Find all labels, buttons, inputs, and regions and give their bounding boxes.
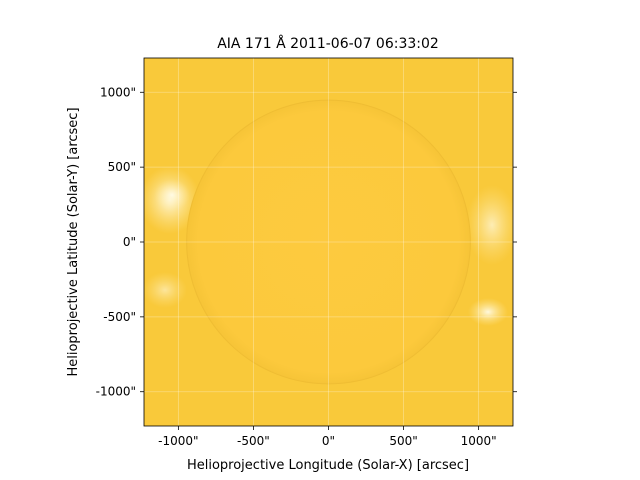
- y-tick-label: 1000": [100, 85, 136, 99]
- chart-title: AIA 171 Å 2011-06-07 06:33:02: [217, 35, 439, 52]
- corona-loop-east-inner: [154, 179, 190, 211]
- y-tick-label: -500": [103, 310, 136, 324]
- coordinate-grid: [144, 58, 513, 426]
- x-tick-label: 1000": [461, 434, 497, 448]
- y-axis-label: Helioprojective Latitude (Solar-Y) [arcs…: [66, 107, 81, 376]
- y-tick-label: 0": [123, 235, 136, 249]
- y-axis-ticks: -1000" -500" 0" 500" 1000": [96, 85, 517, 399]
- corona-loop-southwest: [468, 298, 508, 326]
- x-tick-label: 0": [322, 434, 335, 448]
- corona-loop-southeast: [144, 272, 187, 308]
- y-tick-label: 500": [108, 160, 136, 174]
- y-tick-label: -1000": [96, 385, 136, 399]
- x-tick-label: -500": [237, 434, 270, 448]
- x-tick-label: 500": [389, 434, 417, 448]
- corona-loop-west: [466, 185, 513, 265]
- solar-image: [144, 58, 513, 426]
- x-axis-ticks: -1000" -500" 0" 500" 1000": [158, 426, 497, 448]
- solar-disk: [186, 99, 471, 385]
- x-tick-label: -1000": [158, 434, 198, 448]
- x-axis-label: Helioprojective Longitude (Solar-X) [arc…: [187, 458, 469, 473]
